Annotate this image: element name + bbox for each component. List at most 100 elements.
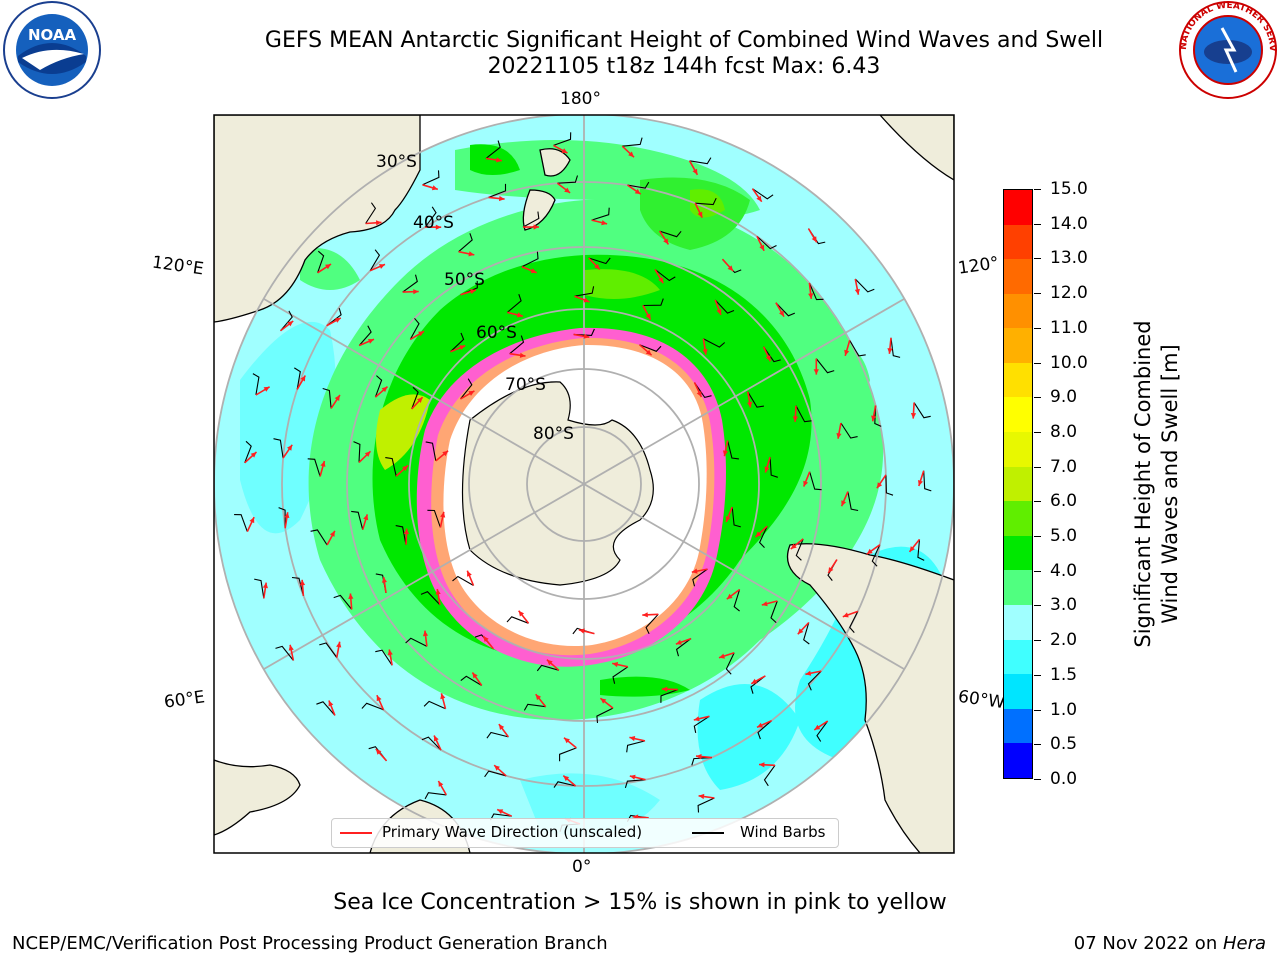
wind-barb <box>815 358 835 374</box>
wave-direction-arrowhead <box>811 236 817 243</box>
wind-barb <box>333 594 353 610</box>
wind-barb <box>627 181 650 189</box>
wave-direction-arrowhead <box>413 289 419 295</box>
colorbar-tick-label: 14.0 <box>1050 214 1088 234</box>
wind-barb <box>756 235 777 250</box>
wind-barbs-legend-label: Wind Barbs <box>740 823 826 841</box>
wave-direction-arrowhead <box>368 339 374 344</box>
wind-barb <box>639 344 662 352</box>
wave-direction-arrowhead <box>583 333 590 339</box>
wave-direction-arrowhead <box>381 577 387 583</box>
wave-direction-arrowhead <box>403 528 410 535</box>
wave-direction-arrowhead <box>431 185 438 191</box>
wave-direction-arrowhead <box>792 416 798 422</box>
wave-direction-arrowhead <box>435 589 441 595</box>
chart-title: GEFS MEAN Antarctic Significant Height o… <box>264 28 1104 53</box>
colorbar <box>1003 189 1033 779</box>
wind-barbs-legend-line <box>692 832 724 834</box>
wind-barb <box>460 675 482 686</box>
wind-barb <box>375 649 393 666</box>
wave-direction-arrowhead <box>719 653 725 659</box>
wave-direction-arrowhead <box>697 211 703 218</box>
wave-direction-arrowhead <box>808 293 814 299</box>
wave-direction-arrowhead <box>516 312 523 318</box>
colorbar-segment <box>1004 708 1032 744</box>
colorbar-tick <box>1034 397 1041 398</box>
colorbar-label-line1: Significant Height of Combined <box>1131 320 1155 648</box>
wave-direction-arrowhead <box>533 224 539 230</box>
colorbar-tick-label: 12.0 <box>1050 283 1088 303</box>
wave-direction-arrowhead <box>761 601 768 607</box>
wind-barb <box>423 700 446 710</box>
wave-direction-arrowhead <box>642 612 648 618</box>
wind-barb <box>385 457 397 477</box>
meridian-label-180: 180° <box>560 89 601 109</box>
wave-direction-arrowhead <box>546 659 553 666</box>
colorbar-tick-label: 4.0 <box>1050 561 1078 581</box>
wind-barb <box>374 375 383 398</box>
wave-direction-arrowhead <box>814 724 821 730</box>
wave-direction-arrowhead <box>661 686 668 692</box>
wind-barb <box>645 613 659 635</box>
wind-barb <box>654 269 676 282</box>
wind-barb <box>322 387 332 409</box>
wind-barb <box>890 337 901 358</box>
wave-direction-arrowhead <box>876 482 883 489</box>
wind-barb <box>692 568 708 587</box>
wave-direction-arrowhead <box>434 735 439 742</box>
wave-direction-arrowhead <box>691 568 698 574</box>
wave-direction-arrowhead <box>696 754 702 760</box>
colorbar-tick-label: 13.0 <box>1050 248 1088 268</box>
wave-direction-arrowhead <box>300 375 306 382</box>
wind-barb <box>763 346 781 363</box>
wave-direction-arrowhead <box>836 433 842 439</box>
colorbar-tick <box>1034 675 1041 676</box>
wave-direction-arrowhead <box>468 251 475 257</box>
wind-barb <box>275 645 294 661</box>
wind-barb <box>278 507 286 529</box>
colorbar-segment <box>1004 397 1032 433</box>
wave-direction-arrowhead <box>363 514 369 521</box>
wave-direction-arrowhead <box>628 151 634 158</box>
wave-direction-arrowhead <box>467 570 472 577</box>
wave-direction-arrowhead <box>494 765 500 771</box>
wave-direction-arrowhead <box>663 238 669 245</box>
wave-direction-arrowhead <box>288 644 294 651</box>
colorbar-segment <box>1004 432 1032 467</box>
wave-direction-arrowhead <box>612 662 619 668</box>
wind-barb <box>574 286 595 297</box>
wave-direction-arrowhead <box>629 736 636 742</box>
colorbar-segment <box>1004 362 1032 398</box>
wind-barb <box>803 622 810 645</box>
wave-direction-arrowhead <box>470 289 476 294</box>
wave-direction-arrowhead <box>499 195 505 202</box>
wind-barb <box>244 440 252 463</box>
wind-barb <box>874 405 882 427</box>
wind-barb <box>409 317 420 340</box>
wind-barb <box>411 386 419 410</box>
wind-barb <box>326 307 342 327</box>
wind-barb <box>758 525 768 548</box>
wave-direction-legend-line <box>340 832 372 834</box>
wind-barb <box>775 302 796 317</box>
wind-barb <box>427 509 441 528</box>
wave-direction-arrowhead <box>442 450 449 457</box>
wind-barb <box>488 183 507 198</box>
wind-barb <box>365 202 377 224</box>
wind-barb <box>424 792 447 800</box>
wind-barb <box>485 140 501 159</box>
wind-barb <box>405 637 428 647</box>
colorbar-segment <box>1004 674 1032 709</box>
colorbar-segment <box>1004 605 1032 640</box>
wave-direction-arrowhead <box>757 722 763 728</box>
wind-barb <box>809 471 822 491</box>
wave-direction-arrowhead <box>334 395 340 401</box>
colorbar-segment <box>1004 466 1032 502</box>
antarctica <box>443 344 707 647</box>
wave-direction-arrowhead <box>376 695 382 702</box>
wave-direction-arrowhead <box>693 716 700 722</box>
colorbar-tick-label: 8.0 <box>1050 422 1078 442</box>
wind-barb <box>642 298 664 307</box>
wind-barb <box>917 539 925 561</box>
